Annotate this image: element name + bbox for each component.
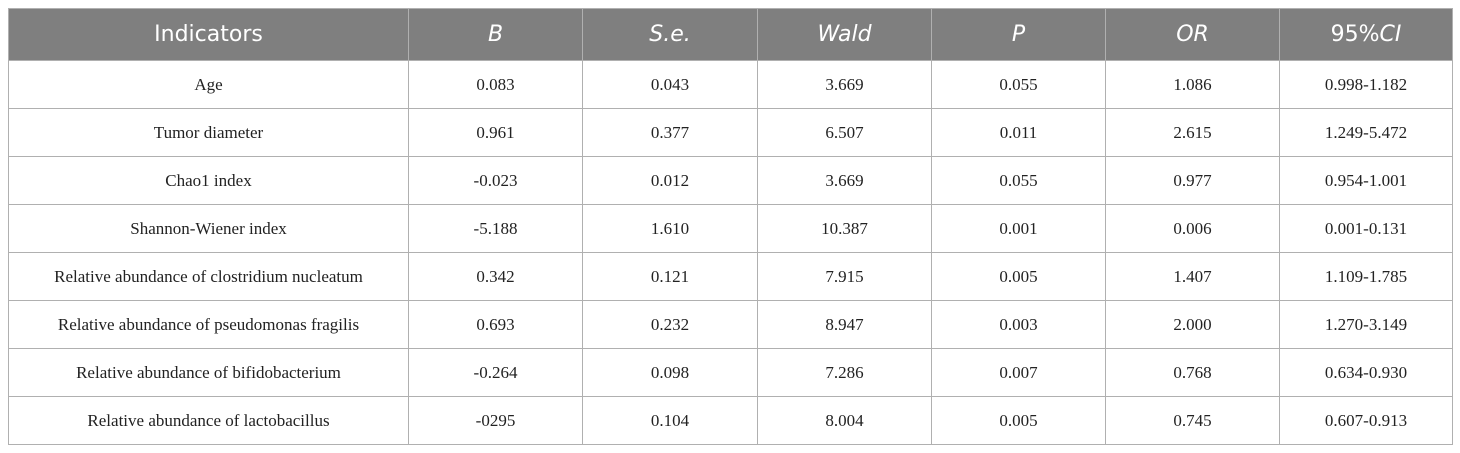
value-cell: 8.004 — [757, 396, 932, 445]
indicator-cell: Relative abundance of pseudomonas fragil… — [8, 300, 409, 349]
value-cell: 0.098 — [582, 348, 758, 397]
value-cell: 0.634-0.930 — [1279, 348, 1453, 397]
table-row: Tumor diameter 0.961 0.377 6.507 0.011 2.615 1… — [8, 108, 1453, 157]
indicator-cell: Relative abundance of clostridium nuclea… — [8, 252, 409, 301]
header-text: 95% — [1330, 22, 1380, 47]
value-cell: 0.961 — [408, 108, 583, 157]
table-header: Indicators B S.e. Wald P OR 95%CI — [8, 8, 1453, 61]
indicator-cell: Age — [8, 60, 409, 109]
value-cell: 6.507 — [757, 108, 932, 157]
header-cell: S.e. — [582, 8, 758, 61]
value-cell: 0.005 — [931, 252, 1106, 301]
value-cell: 1.109-1.785 — [1279, 252, 1453, 301]
value-cell: 0.003 — [931, 300, 1106, 349]
value-cell: 0.006 — [1105, 204, 1280, 253]
value-cell: 0.232 — [582, 300, 758, 349]
value-cell: 3.669 — [757, 156, 932, 205]
value-cell: 0.104 — [582, 396, 758, 445]
value-cell: 2.000 — [1105, 300, 1280, 349]
value-cell: 7.286 — [757, 348, 932, 397]
value-cell: 1.086 — [1105, 60, 1280, 109]
value-cell: 0.055 — [931, 156, 1106, 205]
value-cell: 2.615 — [1105, 108, 1280, 157]
table-row: Shannon-Wiener index -5.188 1.610 10.387 0.0… — [8, 204, 1453, 253]
value-cell: 10.387 — [757, 204, 932, 253]
indicator-cell: Relative abundance of lactobacillus — [8, 396, 409, 445]
table-row: Age 0.083 0.043 3.669 0.055 1.086 0.998-1.182 — [8, 60, 1453, 109]
value-cell: 1.407 — [1105, 252, 1280, 301]
header-text: CI — [1379, 22, 1402, 47]
value-cell: 0.011 — [931, 108, 1106, 157]
value-cell: -5.188 — [408, 204, 583, 253]
header-row: Indicators B S.e. Wald P OR 95%CI — [8, 8, 1453, 61]
header-cell: P — [931, 8, 1106, 61]
value-cell: -0295 — [408, 396, 583, 445]
indicator-cell: Relative abundance of bifidobacterium — [8, 348, 409, 397]
value-cell: 0.607-0.913 — [1279, 396, 1453, 445]
indicator-cell: Tumor diameter — [8, 108, 409, 157]
value-cell: 0.693 — [408, 300, 583, 349]
value-cell: 0.001 — [931, 204, 1106, 253]
value-cell: 0.001-0.131 — [1279, 204, 1453, 253]
value-cell: 0.977 — [1105, 156, 1280, 205]
value-cell: 0.005 — [931, 396, 1106, 445]
value-cell: 0.055 — [931, 60, 1106, 109]
value-cell: -0.264 — [408, 348, 583, 397]
header-cell: OR — [1105, 8, 1280, 61]
header-cell: Wald — [757, 8, 932, 61]
value-cell: 0.954-1.001 — [1279, 156, 1453, 205]
value-cell: 0.377 — [582, 108, 758, 157]
table-row: Relative abundance of pseudomonas fragil… — [8, 300, 1453, 349]
regression-table: Indicators B S.e. Wald P OR 95%CI Age 0.083 0.04… — [8, 8, 1453, 445]
value-cell: 0.998-1.182 — [1279, 60, 1453, 109]
value-cell: 3.669 — [757, 60, 932, 109]
indicator-cell: Chao1 index — [8, 156, 409, 205]
value-cell: 1.249-5.472 — [1279, 108, 1453, 157]
value-cell: 0.745 — [1105, 396, 1280, 445]
header-cell: Indicators — [8, 8, 409, 61]
value-cell: 1.270-3.149 — [1279, 300, 1453, 349]
value-cell: 0.121 — [582, 252, 758, 301]
value-cell: 0.342 — [408, 252, 583, 301]
value-cell: 8.947 — [757, 300, 932, 349]
value-cell: 0.043 — [582, 60, 758, 109]
table-row: Relative abundance of bifidobacterium -0.… — [8, 348, 1453, 397]
value-cell: 0.012 — [582, 156, 758, 205]
value-cell: 7.915 — [757, 252, 932, 301]
table-row: Relative abundance of clostridium nuclea… — [8, 252, 1453, 301]
value-cell: 1.610 — [582, 204, 758, 253]
table-body: Age 0.083 0.043 3.669 0.055 1.086 0.998-1.182 T… — [8, 60, 1453, 445]
header-cell: B — [408, 8, 583, 61]
value-cell: 0.007 — [931, 348, 1106, 397]
table-row: Chao1 index -0.023 0.012 3.669 0.055 0.977 0.9… — [8, 156, 1453, 205]
value-cell: 0.768 — [1105, 348, 1280, 397]
value-cell: -0.023 — [408, 156, 583, 205]
indicator-cell: Shannon-Wiener index — [8, 204, 409, 253]
header-cell: 95%CI — [1279, 8, 1453, 61]
table-row: Relative abundance of lactobacillus -0295… — [8, 396, 1453, 445]
value-cell: 0.083 — [408, 60, 583, 109]
